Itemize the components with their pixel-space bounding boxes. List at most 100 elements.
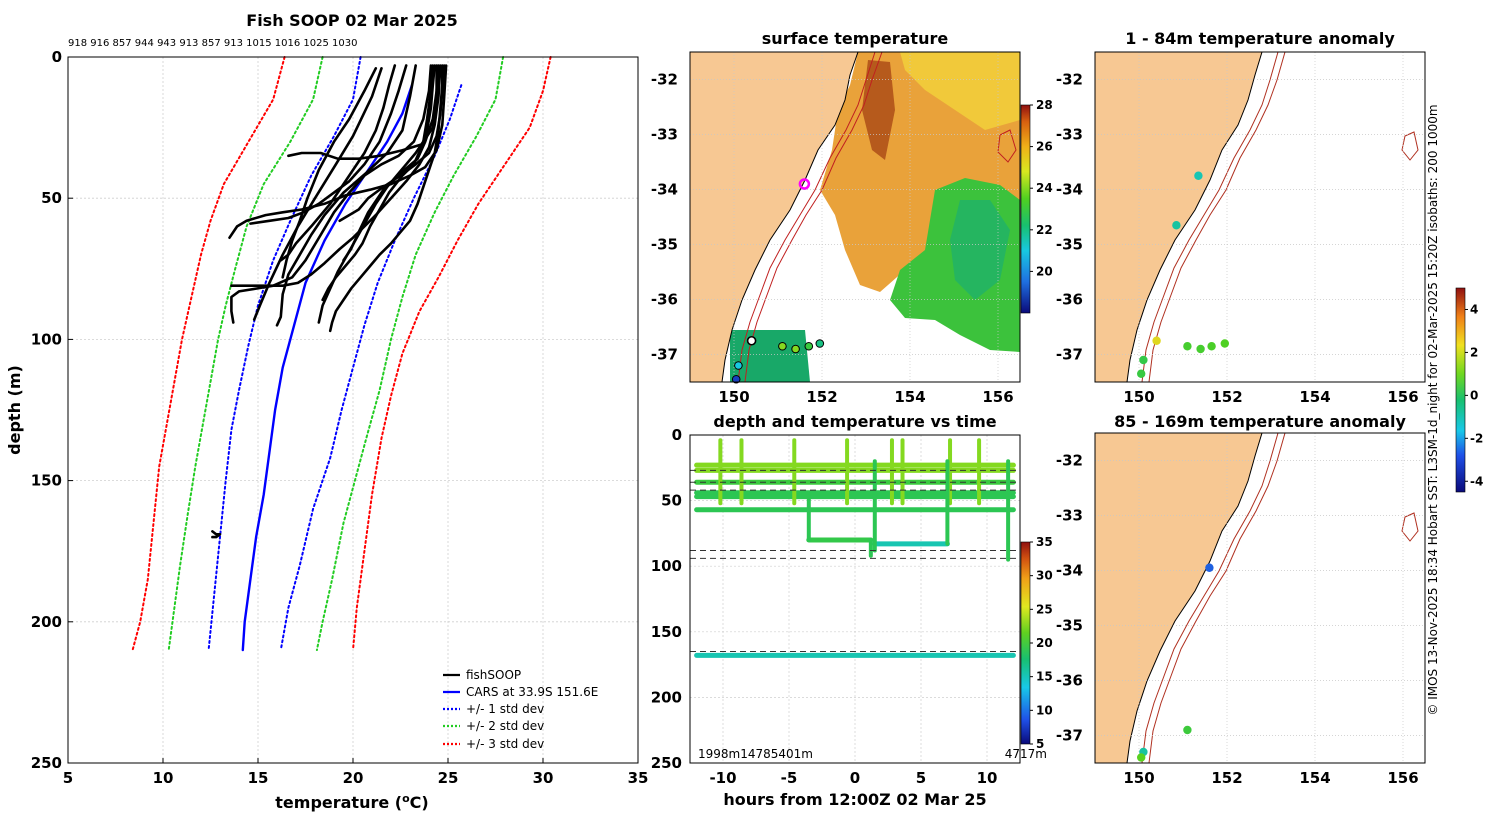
- anomaly-deep-lat-tick-label: -32: [1056, 452, 1083, 470]
- profile-x-tick-label: 10: [153, 769, 174, 787]
- anomaly-deep-lon-tick-label: 156: [1387, 769, 1418, 787]
- sst-map-lon-tick-label: 150: [718, 388, 749, 406]
- deployment-marker: [804, 341, 814, 351]
- profile-y-tick-label: 50: [41, 189, 62, 207]
- time-colorbar-tick-label: 25: [1036, 602, 1053, 616]
- deployment-marker: [791, 344, 800, 354]
- profile-title: Fish SOOP 02 Mar 2025: [246, 11, 457, 30]
- fishsoop-profile-line: [328, 64, 444, 333]
- fishsoop-profile-line: [281, 67, 378, 279]
- sst-map-grid: [690, 52, 1020, 382]
- anomaly-deep-points: [1137, 563, 1214, 762]
- sst-colorbar-tick-label: 22: [1036, 223, 1053, 237]
- sst-cloud-gap: [905, 325, 945, 360]
- profile-y-tick-label: 150: [31, 472, 62, 490]
- anomaly-colorbar-tick-label: -2: [1470, 431, 1483, 445]
- fishsoop-profile-line: [230, 64, 442, 288]
- profile-y-tick-label: 100: [31, 330, 62, 348]
- profile-x-tick-label: 15: [248, 769, 269, 787]
- sst-map-lat-tick-label: -33: [651, 126, 678, 144]
- fishsoop-profile-line: [252, 67, 383, 321]
- depth-time-y-tick-label: 250: [651, 754, 682, 772]
- anomaly-colorbar-tick-label: 0: [1470, 388, 1478, 402]
- legend-label-fishsoop: fishSOOP: [466, 668, 521, 682]
- sst-map-lon-tick-label: 156: [982, 388, 1013, 406]
- time-colorbar-tick-label: 15: [1036, 670, 1053, 684]
- anomaly-shallow-lat-tick-label: -35: [1056, 236, 1083, 254]
- anomaly-deep-x-ticks: 150 152 154 156: [1123, 769, 1418, 787]
- anomaly-deep-lat-tick-label: -33: [1056, 507, 1083, 525]
- sst-island-contour: [997, 129, 1017, 163]
- fishsoop-profile-line: [279, 64, 397, 262]
- anomaly-shallow-x-ticks: 150 152 154 156: [1123, 388, 1418, 406]
- anomaly-deep-lat-tick-label: -35: [1056, 617, 1083, 635]
- time-colorbar-tick-label: 20: [1036, 636, 1053, 650]
- sst-colorbar-tick-label: 26: [1036, 140, 1053, 154]
- anomaly-point: [1137, 753, 1146, 762]
- sst-map-lat-tick-label: -32: [651, 71, 678, 89]
- legend-label-cars: CARS at 33.9S 151.6E: [466, 685, 598, 699]
- anomaly-point: [1139, 355, 1148, 365]
- sst-colorbar-ticks: 20 22 24 26 28: [1030, 98, 1053, 278]
- depth-time-title: depth and temperature vs time: [713, 412, 996, 431]
- anomaly-deep-panel: 85 - 169m temperature anomaly 150 152 154 1…: [1056, 287, 1483, 787]
- fishsoop-profile-line: [228, 64, 448, 239]
- anomaly-deep-lon-tick-label: 154: [1299, 769, 1330, 787]
- anomaly-deep-y-ticks: -32 -33 -34 -35 -36 -37: [1056, 452, 1083, 745]
- std-dev-line: [352, 56, 552, 651]
- fishsoop-profile-line: [321, 64, 437, 302]
- depth-time-y-tick-label: 150: [651, 623, 682, 641]
- legend-label-std1: +/- 1 std dev: [466, 702, 544, 716]
- sst-south-patch: [730, 330, 810, 382]
- sst-map-x-ticks: 150 152 154 156: [718, 388, 1013, 406]
- anomaly-deep-land: [1095, 433, 1263, 763]
- profile-grid: [68, 57, 638, 763]
- profile-lines: [131, 56, 552, 652]
- anomaly-deep-lat-tick-label: -34: [1056, 562, 1083, 580]
- anomaly-shallow-grid: [1095, 52, 1425, 382]
- depth-time-y-tick-label: 0: [672, 426, 682, 444]
- depth-time-x-tick-label: 0: [850, 769, 860, 787]
- sst-map-lat-tick-label: -37: [651, 346, 678, 364]
- anomaly-shallow-land: [1095, 52, 1263, 382]
- anomaly-deep-island-contour: [1401, 512, 1419, 542]
- sst-colorbar-tick-label: 28: [1036, 98, 1053, 112]
- sst-map-lat-tick-label: -36: [651, 291, 678, 309]
- anomaly-colorbar-ticks: 4 2 0 -2 -4: [1465, 302, 1483, 488]
- std-dev-line: [315, 56, 505, 651]
- depth-time-y-ticks: 0 50 100 150 200 250: [651, 426, 682, 772]
- sst-map-lon-tick-label: 152: [806, 388, 837, 406]
- profile-x-tick-label: 25: [438, 769, 459, 787]
- anomaly-point: [1183, 725, 1192, 735]
- deployment-marker: [731, 374, 741, 384]
- sst-yellow-patch: [900, 52, 1020, 130]
- legend-label-std2: +/- 2 std dev: [466, 719, 544, 733]
- profile-x-tick-label: 20: [343, 769, 364, 787]
- sst-isobath-1000: [744, 52, 883, 382]
- anomaly-deep-lat-tick-label: -36: [1056, 672, 1083, 690]
- anomaly-point: [1137, 369, 1146, 378]
- profile-y-ticks: 0 50 100 150 200 250: [31, 48, 73, 772]
- anomaly-deep-frame: [1094, 432, 1426, 764]
- depth-time-panel: depth and temperature vs time -10 -5 0 5 10 …: [651, 412, 1053, 809]
- anomaly-point: [1194, 171, 1203, 180]
- profile-legend: fishSOOP CARS at 33.9S 151.6E +/- 1 std …: [443, 668, 598, 751]
- time-colorbar: [1020, 541, 1031, 745]
- anomaly-deep-title: 85 - 169m temperature anomaly: [1114, 412, 1406, 431]
- anomaly-shallow-y-ticks: -32 -33 -34 -35 -36 -37: [1056, 71, 1083, 364]
- anomaly-point: [1220, 339, 1230, 348]
- anomaly-shallow-lon-tick-label: 154: [1299, 388, 1330, 406]
- sst-map-panel: surface temperature 150 152 154 156 -32-33-…: [651, 29, 1053, 406]
- sst-cool-eddy: [950, 200, 1010, 300]
- profile-x-ticks: 5 10 15 20 25 30 35: [63, 758, 648, 787]
- anomaly-shallow-panel: 1 - 84m temperature anomaly 150 152 154 156…: [1056, 29, 1426, 406]
- depth-time-bottom-right-label: 4717m: [1005, 747, 1047, 761]
- sst-colorbar-tick-label: 20: [1036, 264, 1053, 278]
- std-dev-line: [279, 84, 463, 651]
- anomaly-shallow-isobath-1000: [1148, 52, 1286, 382]
- sst-isobath-200: [737, 52, 876, 382]
- anomaly-shallow-lon-tick-label: 150: [1123, 388, 1154, 406]
- anomaly-deep-lat-tick-label: -37: [1056, 727, 1083, 745]
- sst-map-title: surface temperature: [762, 29, 949, 48]
